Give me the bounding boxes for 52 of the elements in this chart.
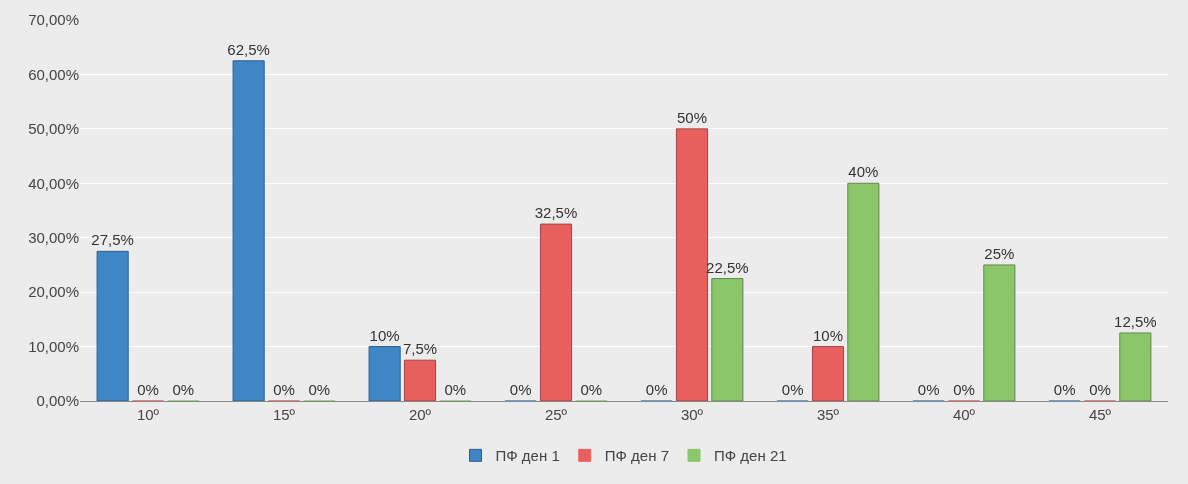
data-label: 0%: [1053, 381, 1076, 398]
data-label: 0%: [917, 381, 940, 398]
bar: [1119, 332, 1152, 401]
data-label: 0%: [137, 381, 159, 398]
x-tick-label: 30º: [680, 406, 704, 423]
y-tick-label: 0,00%: [36, 392, 79, 410]
y-tick-label: 10,00%: [28, 337, 79, 355]
data-label: 0%: [172, 381, 195, 398]
legend-label: ПФ ден 1: [495, 447, 560, 465]
bar: [539, 223, 573, 401]
bar: [368, 346, 401, 401]
y-tick-label: 70,00%: [28, 11, 79, 29]
x-tick-label: 15º: [272, 406, 296, 423]
bar: [983, 264, 1016, 401]
x-tick-label: 35º: [816, 406, 840, 423]
data-label: 0%: [308, 381, 331, 398]
data-label: 0%: [781, 381, 804, 398]
legend-label: ПФ ден 21: [714, 447, 787, 465]
data-label: 10%: [369, 326, 400, 344]
bar: [96, 250, 129, 401]
data-label: 10%: [812, 326, 844, 344]
data-label: 0%: [580, 381, 603, 398]
x-tick-label: 10º: [136, 406, 160, 423]
x-tick-label: 25º: [544, 406, 568, 423]
y-tick-label: 50,00%: [28, 120, 79, 138]
data-label: 62,5%: [227, 40, 270, 58]
data-label: 0%: [953, 381, 975, 398]
data-label: 32,5%: [534, 204, 578, 222]
y-tick-label: 20,00%: [28, 283, 79, 301]
y-tick-label: 60,00%: [28, 65, 79, 83]
bar: [711, 278, 744, 401]
data-label: 0%: [273, 381, 295, 398]
x-tick-label: 45º: [1088, 406, 1112, 423]
data-label: 25%: [984, 244, 1015, 262]
y-tick-label: 40,00%: [28, 174, 79, 192]
data-label: 50%: [676, 108, 708, 126]
data-label: 0%: [509, 381, 532, 398]
bar: [811, 346, 845, 401]
data-label: 40%: [848, 163, 879, 181]
data-label: 0%: [1089, 381, 1111, 398]
data-label: 7,5%: [402, 340, 438, 358]
bar: [403, 359, 437, 401]
bar: [847, 182, 880, 401]
legend-label: ПФ ден 7: [604, 447, 669, 465]
x-tick-label: 20º: [408, 406, 432, 423]
data-label: 12,5%: [1114, 312, 1157, 330]
bar: [232, 60, 265, 401]
x-tick-label: 40º: [952, 406, 976, 423]
y-tick-label: 30,00%: [28, 228, 79, 246]
data-label: 0%: [444, 381, 467, 398]
data-label: 27,5%: [91, 231, 134, 249]
data-label: 0%: [645, 381, 668, 398]
